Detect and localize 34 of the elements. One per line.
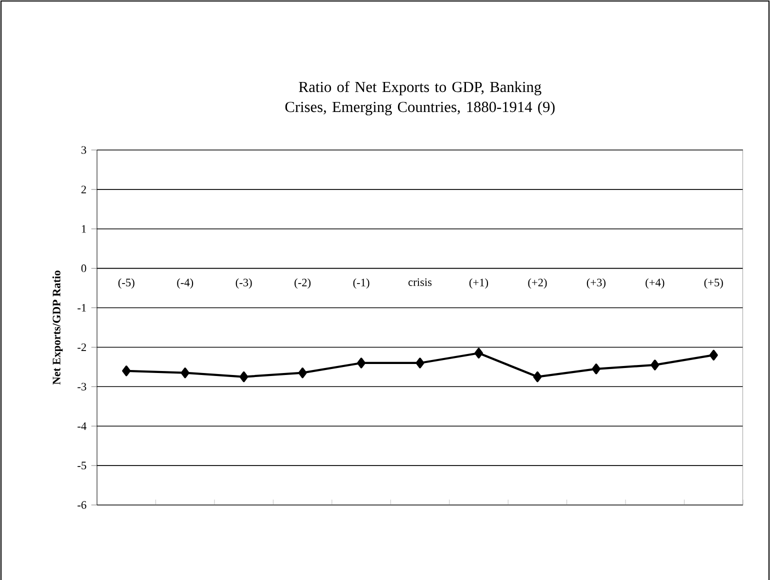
y-tick-label: 0 [81, 264, 86, 272]
point [474, 348, 483, 358]
chart-title: Ratio of Net Exports to GDP, Banking Crises, Emerging Countries, 1880-1914 (9) [285, 81, 555, 116]
x-tick-label: crisis [408, 278, 432, 286]
y-tick-label: 2 [81, 186, 86, 194]
y-tick-label: -6 [78, 501, 86, 509]
y-tick-label: -5 [78, 462, 86, 470]
x-tick-label: (-2) [294, 278, 311, 289]
point [709, 350, 718, 360]
x-tick-label: (+3) [586, 278, 606, 289]
y-tick-label: -4 [78, 422, 86, 430]
point [592, 364, 600, 374]
y-tick-label: 3 [81, 146, 86, 154]
x-tick-label: (-3) [236, 278, 252, 289]
y-tick-label: -2 [78, 343, 86, 351]
x-tick-label: (-5) [118, 278, 134, 289]
y-axis-title: Net Exports/GDP Ratio [52, 270, 63, 385]
x-tick-label: (+4) [646, 278, 664, 289]
x-tick-label: (+1) [469, 278, 488, 289]
y-tick-label: 1 [82, 225, 86, 233]
point [240, 371, 248, 382]
point [298, 368, 307, 378]
x-tick-label: (-4) [177, 278, 194, 289]
x-tick-label: (+5) [704, 278, 723, 289]
point [180, 368, 190, 378]
y-tick-label: -1 [78, 304, 86, 312]
point [650, 360, 660, 370]
x-tick-label: (-1) [353, 278, 370, 289]
point [533, 371, 542, 382]
y-tick-label: -3 [78, 382, 86, 390]
point [416, 358, 424, 368]
point [357, 358, 366, 368]
point [122, 366, 131, 376]
x-tick-label: (+2) [528, 278, 547, 289]
